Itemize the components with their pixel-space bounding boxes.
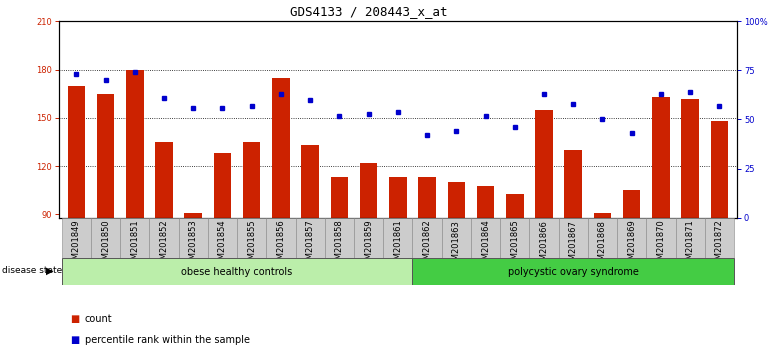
Text: GSM201858: GSM201858 — [335, 220, 344, 270]
Bar — [441, 218, 471, 258]
Text: GSM201852: GSM201852 — [159, 220, 169, 270]
Text: GSM201863: GSM201863 — [452, 220, 461, 270]
Bar — [676, 218, 705, 258]
Text: GSM201861: GSM201861 — [394, 220, 402, 270]
Bar — [96, 94, 114, 218]
Bar — [184, 213, 202, 218]
Bar — [237, 218, 267, 258]
Text: GSM201850: GSM201850 — [101, 220, 110, 270]
Text: obese healthy controls: obese healthy controls — [181, 267, 292, 277]
Text: GSM201862: GSM201862 — [423, 220, 432, 270]
Text: GSM201869: GSM201869 — [627, 220, 637, 270]
Text: GSM201855: GSM201855 — [247, 220, 256, 270]
Bar — [529, 218, 559, 258]
Bar — [354, 218, 383, 258]
Bar — [588, 218, 617, 258]
Text: GSM201870: GSM201870 — [656, 220, 666, 270]
Bar — [272, 78, 290, 218]
Bar — [710, 121, 728, 218]
Bar — [383, 218, 412, 258]
Bar — [214, 153, 231, 218]
Bar — [243, 142, 260, 218]
Text: count: count — [85, 314, 112, 324]
Text: GSM201872: GSM201872 — [715, 220, 724, 270]
Bar — [325, 218, 354, 258]
Bar — [91, 218, 120, 258]
Bar — [477, 185, 495, 218]
Text: disease state: disease state — [2, 266, 63, 275]
Text: GSM201849: GSM201849 — [72, 220, 81, 270]
Bar — [617, 218, 646, 258]
Bar — [120, 218, 150, 258]
Bar — [681, 98, 699, 218]
Text: GSM201851: GSM201851 — [130, 220, 140, 270]
Text: GSM201857: GSM201857 — [306, 220, 314, 270]
Bar — [296, 218, 325, 258]
Bar — [267, 218, 296, 258]
Bar — [412, 258, 734, 285]
Bar — [62, 218, 91, 258]
Bar — [67, 86, 85, 218]
Text: GSM201853: GSM201853 — [189, 220, 198, 270]
Text: GSM201859: GSM201859 — [364, 220, 373, 270]
Text: GDS4133 / 208443_x_at: GDS4133 / 208443_x_at — [290, 5, 447, 18]
Bar — [62, 258, 412, 285]
Text: GSM201868: GSM201868 — [598, 220, 607, 270]
Bar — [412, 218, 441, 258]
Text: GSM201865: GSM201865 — [510, 220, 519, 270]
Bar — [471, 218, 500, 258]
Bar — [448, 182, 465, 218]
Bar — [150, 218, 179, 258]
Bar — [360, 163, 377, 218]
Bar — [500, 218, 529, 258]
Bar — [652, 97, 670, 218]
Bar — [646, 218, 676, 258]
Text: ■: ■ — [71, 314, 80, 324]
Bar — [126, 69, 143, 218]
Bar — [623, 190, 641, 218]
Text: polycystic ovary syndrome: polycystic ovary syndrome — [508, 267, 639, 277]
Bar — [389, 177, 407, 218]
Bar — [535, 110, 553, 218]
Bar — [593, 213, 612, 218]
Text: ▶: ▶ — [45, 266, 53, 276]
Bar — [179, 218, 208, 258]
Bar — [155, 142, 172, 218]
Bar — [564, 150, 582, 218]
Bar — [559, 218, 588, 258]
Bar — [506, 194, 524, 218]
Text: ■: ■ — [71, 335, 80, 345]
Text: GSM201871: GSM201871 — [686, 220, 695, 270]
Text: percentile rank within the sample: percentile rank within the sample — [85, 335, 249, 345]
Text: GSM201866: GSM201866 — [539, 220, 549, 270]
Text: GSM201856: GSM201856 — [277, 220, 285, 270]
Bar — [705, 218, 734, 258]
Text: GSM201854: GSM201854 — [218, 220, 227, 270]
Bar — [331, 177, 348, 218]
Text: GSM201867: GSM201867 — [568, 220, 578, 270]
Bar — [419, 177, 436, 218]
Bar — [208, 218, 237, 258]
Bar — [301, 145, 319, 218]
Text: GSM201864: GSM201864 — [481, 220, 490, 270]
